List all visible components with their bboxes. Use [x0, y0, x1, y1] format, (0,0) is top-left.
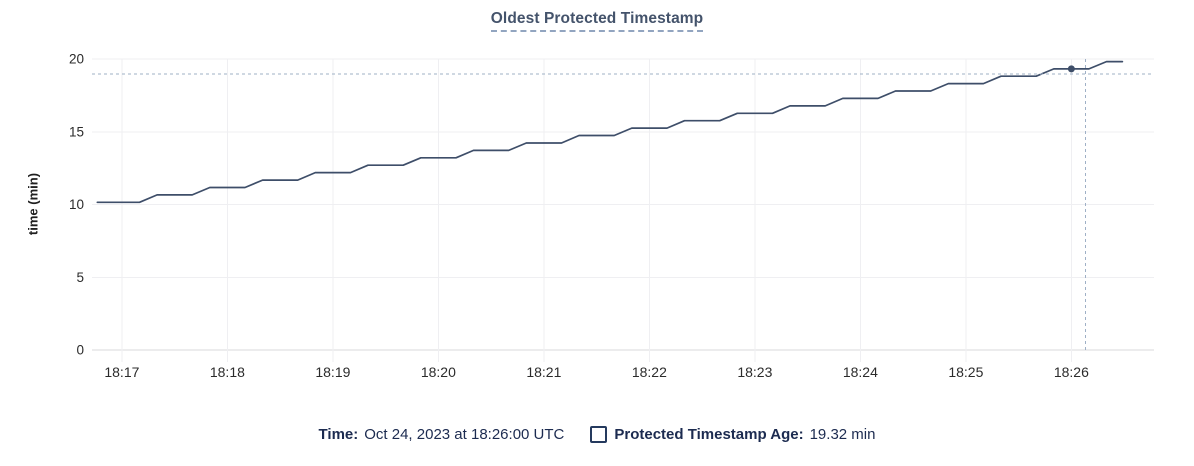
chart-title[interactable]: Oldest Protected Timestamp: [490, 10, 704, 32]
legend-series-value: 19.32 min: [809, 425, 876, 443]
y-tick-label: 20: [69, 52, 84, 67]
x-tick-label: 18:25: [948, 364, 983, 380]
x-tick-label: 18:21: [526, 364, 561, 380]
x-tick-label: 18:19: [315, 364, 350, 380]
chart-legend: Time: Oct 24, 2023 at 18:26:00 UTC Prote…: [0, 423, 1194, 445]
legend-series-label: Protected Timestamp Age:: [614, 425, 804, 443]
x-tick-label: 18:24: [843, 364, 878, 380]
y-tick-label: 15: [69, 124, 84, 139]
hover-point: [1067, 65, 1075, 73]
x-gridlines: 18:17 18:18 18:19 18:20 18:21 18:22 18:23 18:24…: [104, 59, 1089, 380]
x-tick-label: 18:26: [1054, 364, 1089, 380]
legend-time-value: Oct 24, 2023 at 18:26:00 UTC: [364, 425, 565, 443]
x-tick-label: 18:20: [421, 364, 456, 380]
series-line: [96, 60, 1124, 204]
x-tick-label: 18:17: [104, 364, 139, 380]
y-tick-label: 5: [76, 270, 84, 285]
legend-time-label: Time:: [318, 425, 359, 443]
chart-header: Oldest Protected Timestamp: [0, 10, 1194, 32]
y-gridlines: 0 5 10 15 20: [69, 52, 1154, 358]
y-tick-label: 10: [69, 197, 84, 212]
y-tick-label: 0: [76, 343, 84, 358]
x-tick-label: 18:18: [210, 364, 245, 380]
x-tick-label: 18:23: [737, 364, 772, 380]
legend-series-toggle[interactable]: Protected Timestamp Age: 19.32 min: [590, 425, 876, 443]
x-tick-label: 18:22: [632, 364, 667, 380]
series-checkbox-icon[interactable]: [590, 425, 608, 443]
